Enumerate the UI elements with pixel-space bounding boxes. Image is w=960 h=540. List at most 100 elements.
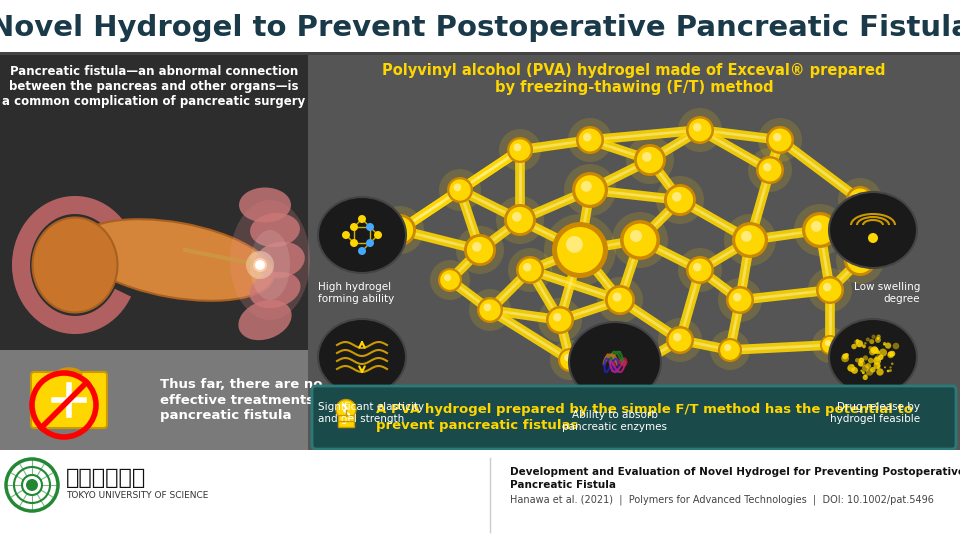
Circle shape [887,352,894,358]
Circle shape [620,220,660,260]
FancyBboxPatch shape [0,55,308,350]
Circle shape [583,133,591,141]
Circle shape [766,126,794,154]
Text: Significant elasticity
and gel strength: Significant elasticity and gel strength [318,402,424,423]
Circle shape [686,116,714,144]
Circle shape [825,340,831,346]
Circle shape [869,346,873,350]
Circle shape [479,299,501,321]
Circle shape [499,129,541,171]
Circle shape [855,358,859,362]
Ellipse shape [250,272,300,308]
Circle shape [873,357,881,365]
Circle shape [496,196,544,244]
Circle shape [664,184,696,216]
Circle shape [890,351,896,356]
Circle shape [846,186,874,214]
Circle shape [876,338,879,340]
Ellipse shape [238,300,292,340]
Circle shape [484,303,492,311]
Circle shape [865,363,871,369]
Circle shape [724,214,776,266]
Circle shape [860,369,863,372]
Circle shape [430,260,470,300]
Circle shape [816,276,844,304]
Circle shape [852,364,854,367]
Circle shape [877,363,880,367]
Circle shape [507,207,533,233]
Circle shape [871,348,876,353]
Circle shape [254,259,266,271]
Circle shape [838,178,882,222]
Circle shape [888,351,894,357]
Circle shape [710,330,750,370]
Circle shape [336,400,356,420]
Circle shape [822,337,838,353]
Circle shape [889,369,892,372]
Circle shape [893,343,900,349]
Circle shape [773,133,781,141]
Circle shape [876,366,880,369]
Circle shape [564,354,571,361]
Circle shape [852,367,858,374]
Circle shape [805,215,835,245]
FancyBboxPatch shape [312,386,956,449]
Circle shape [605,285,635,315]
Circle shape [438,268,462,292]
Circle shape [884,366,886,368]
Circle shape [538,298,582,342]
Circle shape [862,365,869,372]
Circle shape [673,333,682,341]
Circle shape [758,159,781,181]
Circle shape [748,148,792,192]
Circle shape [868,233,878,243]
Circle shape [630,230,642,242]
Text: Pancreatic Fistula: Pancreatic Fistula [510,480,616,490]
Circle shape [544,214,616,286]
Circle shape [876,335,880,339]
Circle shape [384,214,416,246]
Circle shape [387,217,413,243]
Circle shape [889,366,892,369]
Ellipse shape [230,200,310,320]
Text: Ability to absorb
pancreatic enzymes: Ability to absorb pancreatic enzymes [563,410,667,431]
Circle shape [842,353,848,359]
Circle shape [464,234,496,266]
Circle shape [845,353,849,357]
Circle shape [557,227,603,273]
Circle shape [447,177,473,203]
Circle shape [819,279,842,301]
Ellipse shape [33,218,117,313]
Circle shape [624,364,632,371]
Circle shape [871,346,878,354]
Circle shape [620,360,639,380]
Circle shape [523,263,532,272]
Circle shape [358,215,366,223]
Circle shape [572,172,608,208]
Circle shape [688,118,711,141]
Ellipse shape [250,213,300,247]
Circle shape [656,176,704,224]
Circle shape [579,129,602,152]
Circle shape [718,338,742,362]
Circle shape [546,306,574,334]
Circle shape [449,179,470,201]
Circle shape [873,348,879,354]
FancyBboxPatch shape [308,55,960,450]
Circle shape [841,354,849,362]
Circle shape [608,288,633,312]
Circle shape [812,327,848,363]
Circle shape [863,355,868,361]
Circle shape [374,231,382,239]
Circle shape [849,188,872,212]
Circle shape [820,335,840,355]
Circle shape [658,318,702,362]
Circle shape [874,362,880,369]
Circle shape [763,163,772,171]
Circle shape [666,326,694,354]
Circle shape [688,259,711,281]
Circle shape [552,222,608,278]
FancyBboxPatch shape [0,350,308,450]
Circle shape [672,192,682,201]
Circle shape [510,139,531,161]
